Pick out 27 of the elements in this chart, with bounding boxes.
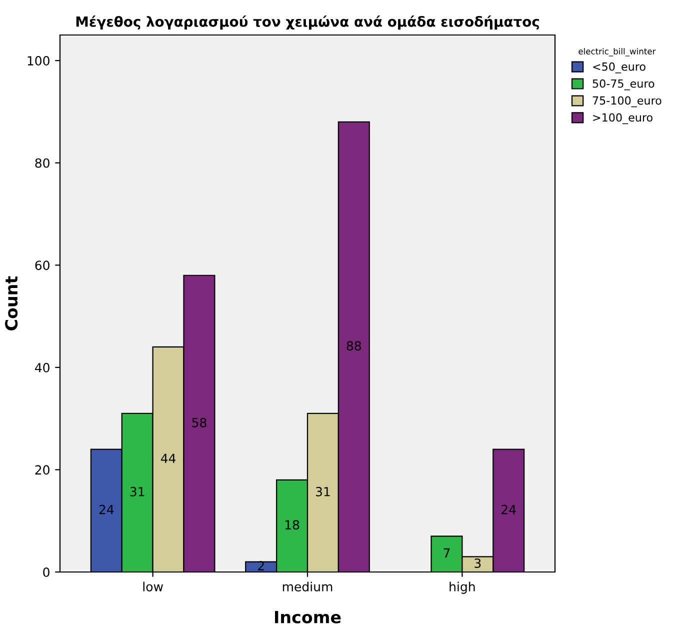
x-tick-label: low	[143, 582, 163, 592]
legend-label: <50_euro	[593, 62, 646, 74]
data-label: 44	[160, 454, 176, 463]
data-label: 58	[192, 418, 206, 428]
y-axis-title: Count	[5, 276, 18, 330]
x-tick-label: medium	[282, 582, 332, 592]
data-label: 31	[316, 486, 330, 496]
y-tick-label: 80	[35, 158, 50, 168]
y-tick-label: 100	[28, 56, 50, 66]
data-label: 88	[346, 341, 362, 351]
data-label: 24	[502, 504, 516, 514]
legend-label: 75-100_euro	[592, 96, 662, 108]
data-label: 7	[444, 548, 450, 558]
legend-label: 50-75_euro	[592, 79, 654, 90]
chart-title: Μέγεθος λογαριασμού τον χειμώνα ανά ομάδα εισοδήματος	[76, 16, 539, 30]
legend-label: >100_euro	[593, 113, 652, 124]
data-label: 31	[130, 486, 144, 496]
y-tick-label: 40	[34, 362, 50, 372]
legend-title: electric_bill_winter	[578, 48, 656, 56]
y-tick-label: 20	[35, 465, 50, 475]
x-tick-label: high	[450, 582, 475, 594]
x-axis-title: Income	[274, 611, 341, 624]
y-tick-label: 60	[35, 260, 50, 270]
data-label: 24	[99, 504, 114, 514]
data-label: 3	[474, 558, 481, 568]
data-label: 18	[285, 520, 300, 530]
y-tick-label: 0	[43, 567, 50, 577]
